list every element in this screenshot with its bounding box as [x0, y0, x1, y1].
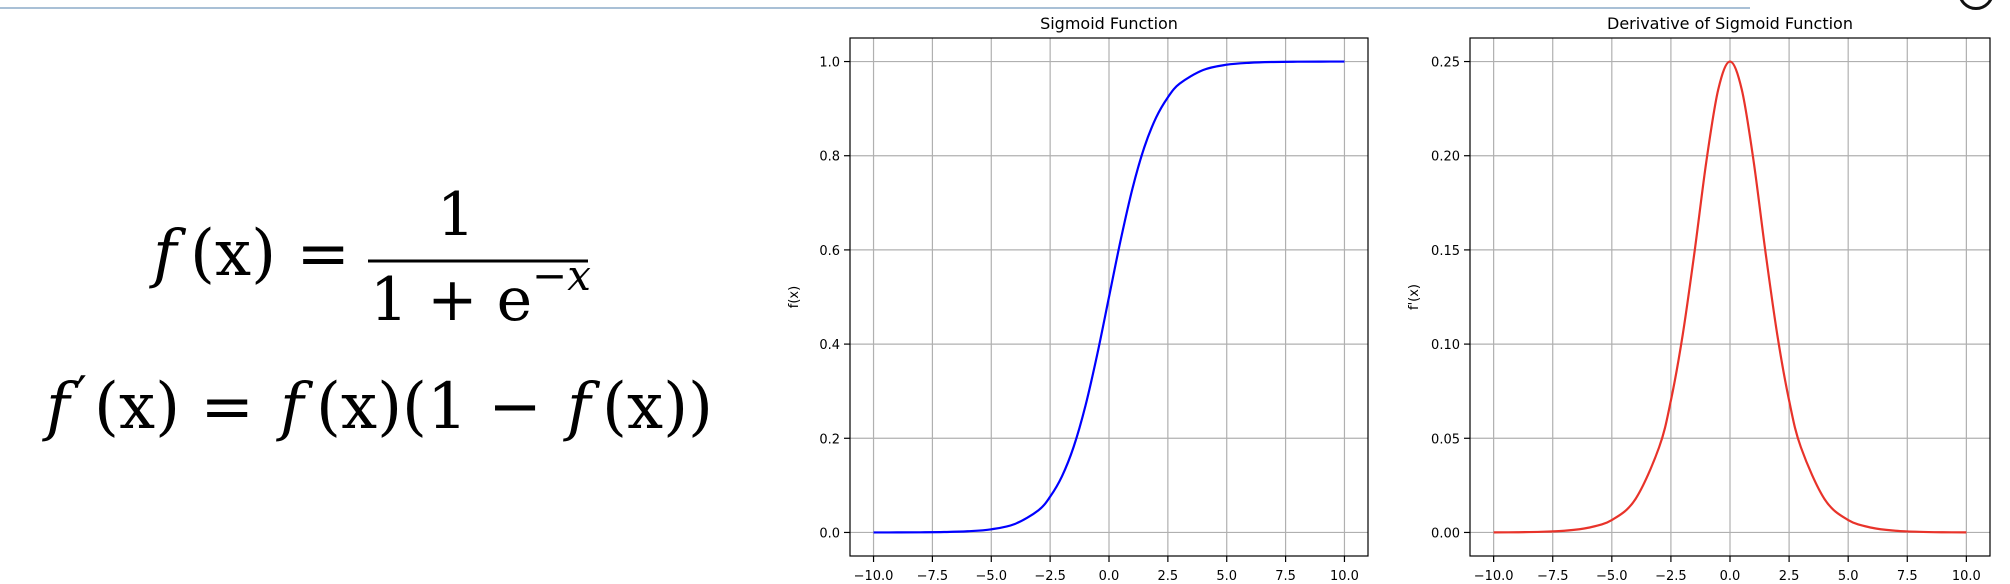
sigmoid-chart-y-tick-label: 0.6	[819, 244, 840, 259]
sigmoid-chart-x-tick-label: −5.0	[975, 569, 1007, 584]
derivative-formula-rhs-mid: (x)(1 −	[316, 370, 542, 444]
derivative-chart-y-tick-label: 0.25	[1431, 56, 1460, 71]
derivative-chart-x-tick-label: 7.5	[1897, 569, 1918, 584]
sigmoid-chart-title: Sigmoid Function	[1040, 14, 1178, 33]
derivative-chart-y-tick-label: 0.00	[1431, 526, 1460, 541]
derivative-chart-x-tick-label: −2.5	[1655, 569, 1687, 584]
sigmoid-derivative-chart: −10.0 −7.5 −5.0 −2.5 0.0 2.5 5.0 7.5 10.0 0.00 0.0…	[1407, 14, 1991, 584]
sigmoid-formula-lhs-f: f	[149, 217, 187, 291]
derivative-chart-x-tick-label: −5.0	[1596, 569, 1628, 584]
derivative-formula-lhs: (x) =	[94, 370, 254, 444]
sigmoid-chart-x-tick-label: −10.0	[854, 569, 894, 584]
sigmoid-chart-y-tick-label: 0.8	[819, 150, 840, 165]
sigmoid-formula-lhs: (x) =	[190, 217, 350, 291]
derivative-formula-prime: ′	[76, 366, 87, 422]
derivative-formula-rhs-end: (x))	[602, 370, 713, 444]
sigmoid-chart-y-tick-label: 1.0	[819, 56, 840, 71]
sigmoid-formula-denominator: 1 + e	[370, 265, 532, 335]
derivative-chart-x-tick-label: 0.0	[1720, 569, 1741, 584]
sigmoid-chart-x-tick-label: 7.5	[1275, 569, 1296, 584]
derivative-formula-lhs-f: f	[42, 370, 80, 444]
derivative-chart-series-line	[1493, 60, 1967, 534]
derivative-chart-x-tick-label: 10.0	[1952, 569, 1981, 584]
sigmoid-chart-series-line	[873, 60, 1345, 534]
sigmoid-chart-y-axis-label: f(x)	[787, 286, 802, 308]
sigmoid-chart-x-tick-label: −7.5	[917, 569, 949, 584]
derivative-chart-y-tick-label: 0.20	[1431, 150, 1460, 165]
derivative-chart-y-tick-label: 0.05	[1431, 432, 1460, 447]
sigmoid-chart: −10.0 −7.5 −5.0 −2.5 0.0 2.5 5.0 7.5 10.0 0.0 0.2 0…	[787, 14, 1369, 584]
sigmoid-chart-y-tick-label: 0.0	[819, 526, 840, 541]
sigmoid-chart-y-tick-label: 0.2	[819, 432, 840, 447]
sigmoid-formula-numerator: 1	[437, 180, 475, 250]
sigmoid-formula-exponent: −x	[532, 251, 591, 300]
sigmoid-chart-x-tick-label: −2.5	[1034, 569, 1066, 584]
sigmoid-chart-y-tick-label: 0.4	[819, 338, 840, 353]
sigmoid-chart-x-tick-label: 5.0	[1216, 569, 1237, 584]
derivative-chart-y-tick-label: 0.15	[1431, 244, 1460, 259]
sigmoid-chart-x-tick-label: 2.5	[1158, 569, 1179, 584]
top-divider-line	[0, 7, 1750, 9]
derivative-chart-y-tick-label: 0.10	[1431, 338, 1460, 353]
sigmoid-chart-x-tick-label: 10.0	[1330, 569, 1359, 584]
sigmoid-chart-x-tick-label: 0.0	[1099, 569, 1120, 584]
derivative-chart-title: Derivative of Sigmoid Function	[1607, 14, 1853, 33]
derivative-chart-y-axis-label: f'(x)	[1407, 284, 1422, 310]
derivative-chart-x-tick-label: 5.0	[1838, 569, 1859, 584]
formula-panel: f (x) = 1 1 + e −x f ′ (x) = f (x)(1 − f…	[42, 180, 713, 444]
derivative-chart-x-tick-label: 2.5	[1779, 569, 1800, 584]
derivative-chart-x-tick-label: −10.0	[1474, 569, 1514, 584]
derivative-formula-rhs-f1: f	[276, 370, 314, 444]
derivative-formula-rhs-f2: f	[563, 370, 601, 444]
derivative-chart-x-tick-label: −7.5	[1537, 569, 1569, 584]
